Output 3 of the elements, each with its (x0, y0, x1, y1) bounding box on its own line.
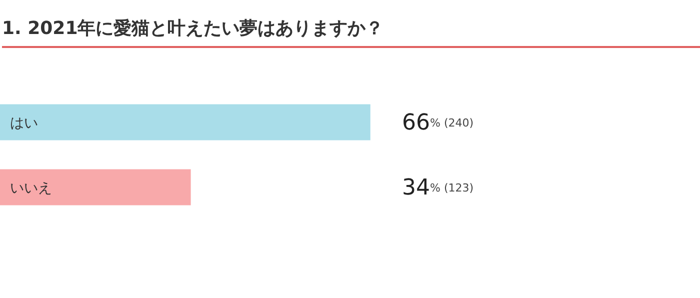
y-tick-label: はい (10, 115, 38, 132)
y-tick-label: いいえ (10, 180, 52, 196)
chart-title: 1. 2021年に愛猫と叶えたい夢はありますか？ (2, 16, 700, 48)
